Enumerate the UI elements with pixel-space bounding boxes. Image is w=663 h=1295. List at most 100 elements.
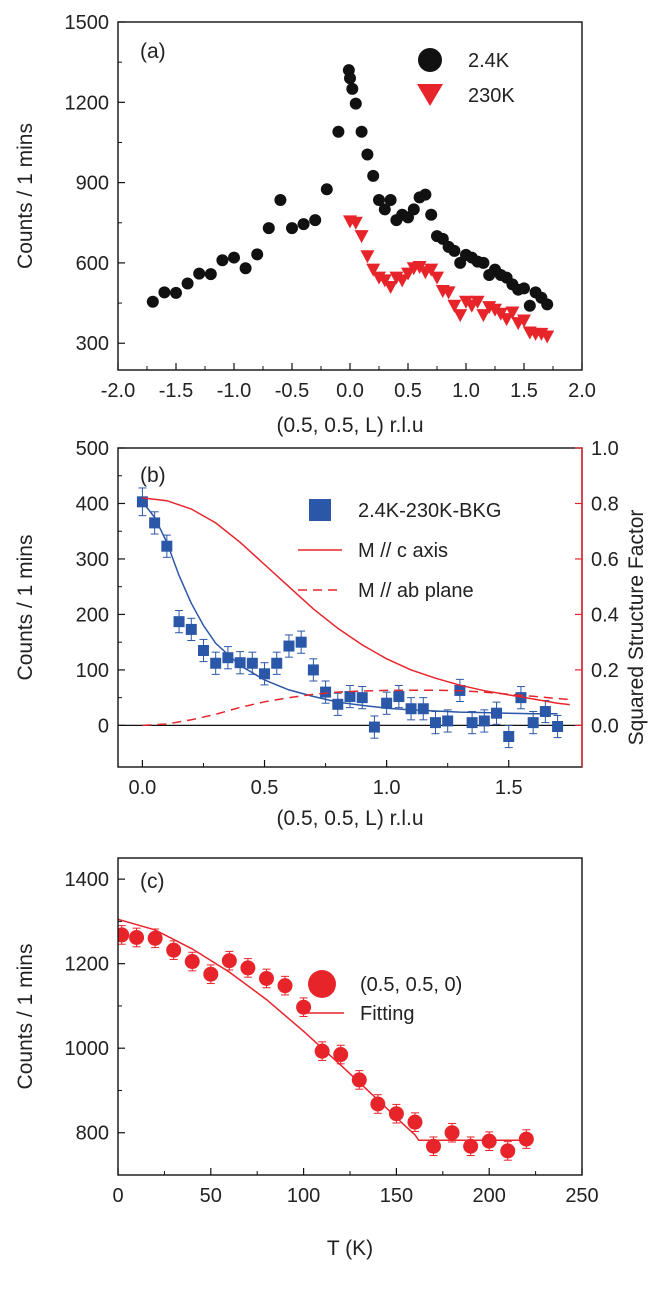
data-point <box>295 636 307 648</box>
y-tick-label: 600 <box>76 253 109 275</box>
data-point <box>240 960 256 976</box>
data-point <box>216 254 229 267</box>
data-point <box>518 1131 534 1147</box>
data-point <box>166 942 182 958</box>
x-tick-label: 50 <box>200 1185 222 1207</box>
y-tick-label: 500 <box>76 438 109 460</box>
data-point <box>354 230 369 244</box>
plot-area <box>118 918 534 1161</box>
data-point <box>271 657 283 669</box>
y-tick-label: 900 <box>76 173 109 195</box>
data-point <box>234 657 246 669</box>
panel-b: 0.0 0.5 1.0 1.5 0 100 200 300 400 500 0.0 0.2 0.4 0.6… <box>14 438 648 830</box>
x-axis-title: (0.5, 0.5, L) r.l.u <box>276 414 423 437</box>
data-point <box>346 82 359 95</box>
panel-label: (a) <box>140 40 166 63</box>
data-point <box>407 203 420 216</box>
data-point <box>424 263 439 277</box>
plot-frame <box>117 857 583 1176</box>
panel-label: (c) <box>140 870 165 893</box>
data-point <box>405 703 417 715</box>
data-point <box>505 306 520 320</box>
data-point <box>499 313 514 327</box>
series-line-1 <box>141 501 558 715</box>
plot-area <box>136 487 570 749</box>
data-point <box>297 218 310 231</box>
x-tick-label: 0.0 <box>336 380 364 402</box>
y2-tick-label: 1.0 <box>591 438 619 460</box>
x-tick-label: 100 <box>287 1185 320 1207</box>
data-point <box>518 282 530 295</box>
data-point <box>349 97 362 110</box>
data-point <box>366 263 381 277</box>
y-tick-label: 1500 <box>65 12 110 34</box>
data-point <box>203 966 219 982</box>
data-point <box>539 706 551 718</box>
data-point <box>425 208 438 221</box>
data-point <box>370 1096 386 1112</box>
data-point <box>118 927 130 943</box>
x-tick-label: -2.0 <box>101 380 135 402</box>
data-point <box>356 692 368 704</box>
data-point <box>459 295 473 309</box>
legend-label: 2.4K <box>468 50 510 72</box>
data-point <box>395 274 410 288</box>
data-point <box>181 277 194 290</box>
data-point <box>453 309 468 323</box>
data-point <box>320 183 333 196</box>
data-point <box>417 703 429 715</box>
data-point <box>481 1133 497 1149</box>
data-point <box>184 954 200 970</box>
data-point <box>158 286 171 299</box>
x-tick-label: 0.0 <box>129 777 157 799</box>
y-axis-title: Counts / 1 mins <box>14 944 37 1090</box>
data-point <box>476 309 491 323</box>
data-point <box>333 1047 349 1063</box>
data-point <box>147 930 163 946</box>
data-point <box>541 298 554 311</box>
data-point <box>448 244 461 257</box>
data-point <box>204 268 217 281</box>
data-point <box>361 148 374 161</box>
x-tick-label: 0.5 <box>394 380 422 402</box>
x-tick-label: -0.5 <box>275 380 309 402</box>
data-point <box>221 953 237 969</box>
data-point <box>348 216 363 230</box>
data-point <box>426 1138 442 1154</box>
data-point <box>429 717 441 729</box>
y2-tick-label: 0.8 <box>591 493 619 515</box>
data-point <box>239 262 252 275</box>
y-tick-label: 0 <box>98 715 109 737</box>
data-point <box>388 1106 404 1122</box>
data-point <box>332 698 344 710</box>
data-point <box>351 1072 367 1088</box>
x-tick-label: 1.5 <box>510 380 538 402</box>
data-point <box>259 668 271 680</box>
data-point <box>307 664 319 676</box>
data-point <box>442 715 454 727</box>
data-point <box>286 222 298 235</box>
data-point <box>552 721 564 733</box>
data-point <box>344 72 356 85</box>
data-point <box>251 248 264 261</box>
plot-frame <box>117 447 583 768</box>
data-point <box>540 330 555 344</box>
series-line-1 <box>118 918 530 1142</box>
legend-marker <box>418 48 442 72</box>
data-point <box>146 295 159 308</box>
data-point <box>500 1143 516 1159</box>
data-point <box>381 697 393 709</box>
x-tick-label: 0 <box>112 1185 123 1207</box>
data-point <box>466 717 478 729</box>
data-point <box>149 517 161 529</box>
data-point <box>173 616 185 628</box>
data-point <box>384 194 397 207</box>
series-line-3 <box>142 689 570 727</box>
series-line-2 <box>142 497 570 706</box>
data-point <box>444 1125 460 1141</box>
legend-marker <box>308 970 336 998</box>
data-point <box>360 250 375 264</box>
data-point <box>383 281 398 295</box>
y2-tick-label: 0.4 <box>591 604 619 626</box>
x-tick-label: -1.5 <box>159 380 193 402</box>
